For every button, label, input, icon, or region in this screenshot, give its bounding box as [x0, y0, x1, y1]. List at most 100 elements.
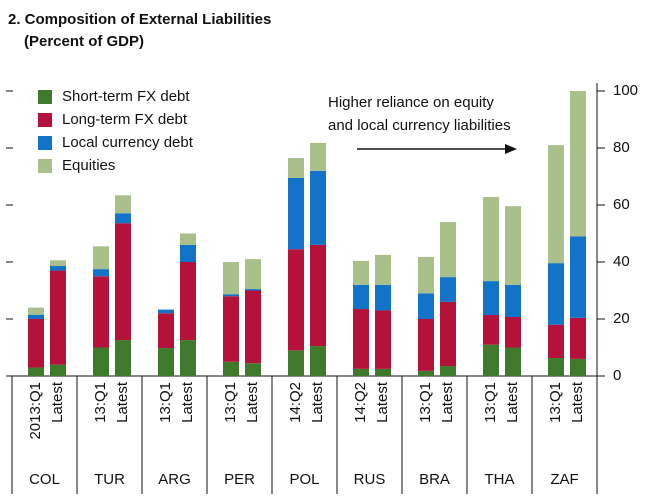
bar-segment	[375, 254, 391, 285]
x-tick-label: Latest	[374, 381, 391, 423]
y-tick-label: 40	[613, 253, 630, 270]
legend-label: Long-term FX debt	[62, 111, 188, 128]
bar-segment	[548, 324, 564, 359]
bar-segment	[548, 263, 564, 325]
legend-swatch	[38, 136, 52, 150]
bar-segment	[93, 347, 109, 376]
bar-segment	[93, 269, 109, 277]
bar-segment	[158, 313, 174, 349]
bar-segment	[158, 309, 174, 314]
bar-segment	[505, 317, 521, 348]
legend-label: Short-term FX debt	[62, 88, 190, 105]
x-tick-label: 13:Q1	[157, 382, 174, 423]
bar-segment	[28, 367, 44, 376]
bar-segment	[288, 177, 304, 250]
bar-segment	[158, 348, 174, 376]
bar-segment	[50, 364, 66, 376]
group-label: THA	[485, 471, 515, 488]
group-label: COL	[29, 471, 60, 488]
bar-segment	[115, 340, 131, 376]
x-tick-label: Latest	[179, 381, 196, 423]
bar-segment	[483, 315, 499, 345]
legend-swatch	[38, 159, 52, 173]
bar-segment	[223, 294, 239, 297]
annotation: and local currency liabilities	[328, 117, 511, 134]
x-tick-label: 13:Q1	[222, 382, 239, 423]
bar-segment	[440, 301, 456, 367]
bar-segment	[505, 206, 521, 285]
bar-segment	[180, 340, 196, 376]
bar-segment	[115, 223, 131, 341]
bar-segment	[440, 366, 456, 376]
bar-segment	[288, 350, 304, 376]
y-tick-label: 60	[613, 196, 630, 213]
x-tick-label: 14:Q2	[352, 382, 369, 423]
bar-segment	[288, 157, 304, 178]
y-tick-label: 80	[613, 139, 630, 156]
bar-segment	[223, 361, 239, 376]
bar-segment	[570, 91, 586, 237]
group-label: BRA	[419, 471, 450, 488]
legend-swatch	[38, 113, 52, 127]
bar-segment	[50, 260, 66, 266]
bar-segment	[310, 346, 326, 376]
legend-label: Equities	[62, 157, 115, 174]
bar-segment	[375, 284, 391, 311]
x-tick-label: Latest	[114, 381, 131, 423]
bar-segment	[50, 265, 66, 271]
x-tick-label: 13:Q1	[92, 382, 109, 423]
x-tick-label: 14:Q2	[287, 382, 304, 423]
bar-segment	[353, 260, 369, 285]
chart-title: 2. Composition of External Liabilities	[8, 11, 271, 28]
bar-segment	[180, 262, 196, 341]
bar-segment	[440, 277, 456, 302]
bar-segment	[353, 368, 369, 376]
bar-segment	[418, 319, 434, 371]
x-tick-label: 2013:Q1	[27, 382, 44, 440]
bar-segment	[50, 270, 66, 365]
bar-segment	[288, 249, 304, 351]
group-label: RUS	[354, 471, 386, 488]
bar-segment	[245, 259, 261, 290]
legend-swatch	[38, 90, 52, 104]
bar-segment	[483, 281, 499, 316]
bar-segment	[115, 213, 131, 224]
bar-segment	[28, 307, 44, 315]
bar-segment	[28, 319, 44, 368]
x-tick-label: Latest	[309, 381, 326, 423]
bar-segment	[310, 244, 326, 347]
x-tick-label: Latest	[49, 381, 66, 423]
x-tick-label: 13:Q1	[482, 382, 499, 423]
bar-segment	[570, 358, 586, 376]
bar-segment	[375, 368, 391, 376]
y-tick-label: 20	[613, 310, 630, 327]
bar-segment	[418, 370, 434, 376]
bar-segment	[570, 317, 586, 359]
x-tick-label: Latest	[244, 381, 261, 423]
group-label: PER	[224, 471, 255, 488]
x-tick-label: Latest	[504, 381, 521, 423]
y-tick-label: 0	[613, 367, 621, 384]
x-tick-label: 13:Q1	[547, 382, 564, 423]
bar-segment	[223, 262, 239, 295]
bar-segment	[505, 347, 521, 376]
bar-segment	[180, 244, 196, 262]
bar-segment	[310, 170, 326, 245]
y-tick-label: 100	[613, 82, 638, 99]
bar-segment	[353, 284, 369, 310]
bar-segment	[548, 145, 564, 264]
x-tick-label: Latest	[569, 381, 586, 423]
bar-segment	[353, 309, 369, 369]
x-tick-label: Latest	[439, 381, 456, 423]
bar-segment	[440, 222, 456, 278]
legend-label: Local currency debt	[62, 134, 194, 151]
bar-segment	[418, 256, 434, 294]
bar-segment	[115, 195, 131, 214]
bar-segment	[93, 246, 109, 270]
chart-subtitle: (Percent of GDP)	[24, 33, 144, 50]
group-label: ZAF	[550, 471, 578, 488]
bar-segment	[245, 290, 261, 364]
bar-segment	[483, 344, 499, 376]
bar-segment	[245, 363, 261, 376]
